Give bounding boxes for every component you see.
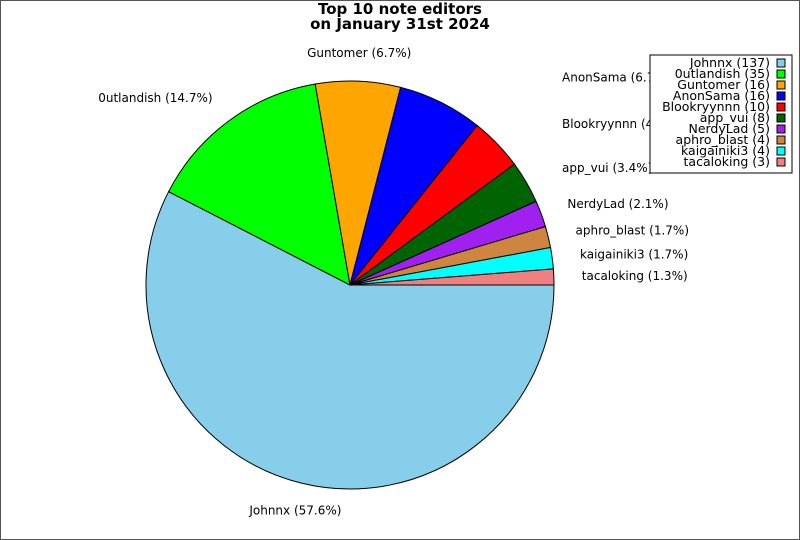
legend-label-johnnx: Johnnx (137) — [689, 55, 770, 70]
legend-swatch-aphro-blast — [776, 135, 786, 145]
legend-label-aphro-blast: aphro_blast (4) — [676, 132, 770, 147]
legend-swatch-app-vui — [776, 113, 786, 123]
legend-label-blookryynnn: Blookryynnn (10) — [662, 99, 770, 114]
legend-label-app-vui: app_vui (8) — [700, 110, 770, 125]
legend-swatch-guntomer — [776, 80, 786, 90]
legend-box — [649, 54, 793, 174]
slice-label-app-vui: app_vui (3.4%) — [562, 161, 652, 175]
pie-slice-tacaloking — [349, 268, 555, 286]
pie-slice-0utlandish — [167, 83, 351, 286]
slice-label-nerdylad: NerdyLad (2.1%) — [567, 197, 668, 211]
slice-label-0utlandish: 0utlandish (14.7%) — [98, 91, 212, 105]
legend-label-anonsama: AnonSama (16) — [673, 88, 770, 103]
slice-label-guntomer: Guntomer (6.7%) — [307, 46, 411, 60]
slice-label-tacaloking: tacaloking (1.3%) — [582, 269, 688, 283]
slice-label-aphro-blast: aphro_blast (1.7%) — [576, 223, 690, 237]
chart-title-line-2: on January 31st 2024 — [310, 15, 490, 33]
legend-swatch-johnnx — [776, 58, 786, 68]
legend-label-nerdylad: NerdyLad (5) — [688, 121, 770, 136]
slice-label-johnnx: Johnnx (57.6%) — [248, 504, 341, 518]
pie-slices — [145, 80, 555, 490]
pie-slice-johnnx — [145, 190, 555, 490]
slice-label-kaigainiki3: kaigainiki3 (1.7%) — [580, 248, 688, 262]
legend-label-guntomer: Guntomer (16) — [677, 77, 770, 92]
legend-swatch-nerdylad — [776, 124, 786, 134]
legend: Johnnx (137)0utlandish (35)Guntomer (16)… — [649, 54, 793, 174]
legend-swatch-anonsama — [776, 91, 786, 101]
chart-title-line-1: Top 10 note editors — [317, 0, 482, 18]
legend-label-0utlandish: 0utlandish (35) — [675, 66, 770, 81]
legend-swatch-kaigainiki3 — [776, 146, 786, 156]
legend-label-kaigainiki3: kaigainiki3 (4) — [681, 143, 770, 158]
slice-labels: Johnnx (57.6%) 0utlandish (14.7%) Guntomer… — [98, 46, 689, 517]
slice-label-anonsama: AnonSama (6.7%) — [562, 70, 670, 84]
legend-swatch-0utlandish — [776, 69, 786, 79]
legend-label-tacaloking: tacaloking (3) — [684, 154, 770, 169]
legend-swatch-tacaloking — [776, 157, 786, 167]
legend-swatch-blookryynnn — [776, 102, 786, 112]
